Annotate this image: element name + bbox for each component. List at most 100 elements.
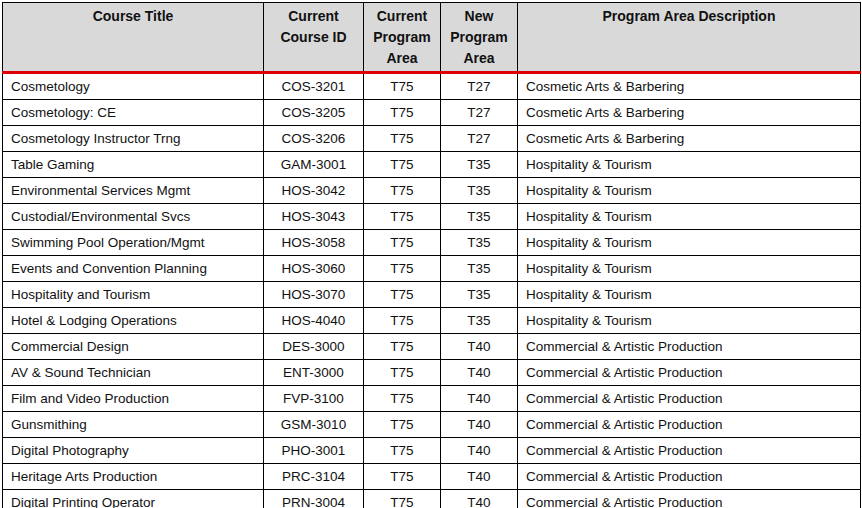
- cell-current-program-area: T75: [364, 152, 441, 178]
- table-row: Swimming Pool Operation/MgmtHOS-3058T75T…: [3, 230, 861, 256]
- cell-current-program-area: T75: [364, 256, 441, 282]
- cell-new-program-area: T40: [441, 334, 518, 360]
- column-header-current-course-id: Current Course ID: [264, 3, 364, 73]
- cell-current-program-area: T75: [364, 334, 441, 360]
- table-row: Digital PhotographyPHO-3001T75T40Commerc…: [3, 438, 861, 464]
- cell-title: Events and Convention Planning: [3, 256, 264, 282]
- table-row: Film and Video ProductionFVP-3100T75T40C…: [3, 386, 861, 412]
- cell-description: Commercial & Artistic Production: [518, 464, 861, 490]
- cell-description: Commercial & Artistic Production: [518, 386, 861, 412]
- table-row: Commercial DesignDES-3000T75T40Commercia…: [3, 334, 861, 360]
- cell-title: Digital Printing Operator: [3, 490, 264, 508]
- cell-current-program-area: T75: [364, 178, 441, 204]
- cell-current-program-area: T75: [364, 412, 441, 438]
- table-row: Cosmetology Instructor TrngCOS-3206T75T2…: [3, 126, 861, 152]
- cell-title: Swimming Pool Operation/Mgmt: [3, 230, 264, 256]
- cell-title: Film and Video Production: [3, 386, 264, 412]
- cell-title: Gunsmithing: [3, 412, 264, 438]
- cell-new-program-area: T27: [441, 73, 518, 100]
- table-row: Table GamingGAM-3001T75T35Hospitality & …: [3, 152, 861, 178]
- cell-title: Cosmetology: [3, 73, 264, 100]
- cell-course-id: COS-3205: [264, 100, 364, 126]
- table-row: Hospitality and TourismHOS-3070T75T35Hos…: [3, 282, 861, 308]
- cell-description: Hospitality & Tourism: [518, 282, 861, 308]
- column-header-program-area-description: Program Area Description: [518, 3, 861, 73]
- table-header: Course Title Current Course ID Current P…: [3, 3, 861, 73]
- course-program-area-table: Course Title Current Course ID Current P…: [2, 2, 861, 508]
- cell-description: Hospitality & Tourism: [518, 256, 861, 282]
- cell-current-program-area: T75: [364, 464, 441, 490]
- cell-title: Cosmetology: CE: [3, 100, 264, 126]
- cell-course-id: DES-3000: [264, 334, 364, 360]
- cell-description: Hospitality & Tourism: [518, 178, 861, 204]
- cell-course-id: PRC-3104: [264, 464, 364, 490]
- cell-new-program-area: T35: [441, 204, 518, 230]
- cell-current-program-area: T75: [364, 386, 441, 412]
- cell-description: Hospitality & Tourism: [518, 230, 861, 256]
- cell-current-program-area: T75: [364, 490, 441, 508]
- cell-new-program-area: T35: [441, 282, 518, 308]
- cell-title: Heritage Arts Production: [3, 464, 264, 490]
- cell-course-id: HOS-3058: [264, 230, 364, 256]
- cell-course-id: GAM-3001: [264, 152, 364, 178]
- cell-course-id: FVP-3100: [264, 386, 364, 412]
- table-row: CosmetologyCOS-3201T75T27Cosmetic Arts &…: [3, 73, 861, 100]
- table-row: AV & Sound TechnicianENT-3000T75T40Comme…: [3, 360, 861, 386]
- cell-new-program-area: T35: [441, 178, 518, 204]
- cell-course-id: HOS-4040: [264, 308, 364, 334]
- cell-new-program-area: T35: [441, 230, 518, 256]
- cell-title: Digital Photography: [3, 438, 264, 464]
- cell-new-program-area: T40: [441, 464, 518, 490]
- cell-course-id: HOS-3043: [264, 204, 364, 230]
- cell-course-id: ENT-3000: [264, 360, 364, 386]
- column-header-current-program-area: Current Program Area: [364, 3, 441, 73]
- cell-course-id: PHO-3001: [264, 438, 364, 464]
- table-row: Custodial/Environmental SvcsHOS-3043T75T…: [3, 204, 861, 230]
- cell-description: Cosmetic Arts & Barbering: [518, 100, 861, 126]
- cell-course-id: HOS-3070: [264, 282, 364, 308]
- table-body: CosmetologyCOS-3201T75T27Cosmetic Arts &…: [3, 73, 861, 508]
- cell-new-program-area: T40: [441, 438, 518, 464]
- table-row: Events and Convention PlanningHOS-3060T7…: [3, 256, 861, 282]
- cell-title: Table Gaming: [3, 152, 264, 178]
- cell-description: Commercial & Artistic Production: [518, 360, 861, 386]
- table-row: Digital Printing OperatorPRN-3004T75T40C…: [3, 490, 861, 508]
- cell-new-program-area: T40: [441, 386, 518, 412]
- table-row: Hotel & Lodging OperationsHOS-4040T75T35…: [3, 308, 861, 334]
- table-row: Environmental Services MgmtHOS-3042T75T3…: [3, 178, 861, 204]
- cell-current-program-area: T75: [364, 360, 441, 386]
- cell-description: Commercial & Artistic Production: [518, 334, 861, 360]
- cell-current-program-area: T75: [364, 230, 441, 256]
- cell-title: Cosmetology Instructor Trng: [3, 126, 264, 152]
- cell-title: Environmental Services Mgmt: [3, 178, 264, 204]
- cell-current-program-area: T75: [364, 204, 441, 230]
- cell-new-program-area: T35: [441, 256, 518, 282]
- table-row: Cosmetology: CECOS-3205T75T27Cosmetic Ar…: [3, 100, 861, 126]
- cell-new-program-area: T35: [441, 152, 518, 178]
- column-header-course-title: Course Title: [3, 3, 264, 73]
- cell-description: Commercial & Artistic Production: [518, 438, 861, 464]
- cell-new-program-area: T27: [441, 100, 518, 126]
- cell-course-id: COS-3206: [264, 126, 364, 152]
- cell-description: Hospitality & Tourism: [518, 152, 861, 178]
- cell-new-program-area: T40: [441, 490, 518, 508]
- cell-new-program-area: T40: [441, 360, 518, 386]
- cell-current-program-area: T75: [364, 438, 441, 464]
- cell-course-id: HOS-3060: [264, 256, 364, 282]
- cell-title: AV & Sound Technician: [3, 360, 264, 386]
- cell-description: Cosmetic Arts & Barbering: [518, 73, 861, 100]
- cell-title: Commercial Design: [3, 334, 264, 360]
- cell-current-program-area: T75: [364, 126, 441, 152]
- cell-current-program-area: T75: [364, 73, 441, 100]
- cell-new-program-area: T40: [441, 412, 518, 438]
- cell-course-id: COS-3201: [264, 73, 364, 100]
- header-row: Course Title Current Course ID Current P…: [3, 3, 861, 73]
- cell-title: Hotel & Lodging Operations: [3, 308, 264, 334]
- document-page: Course Title Current Course ID Current P…: [0, 0, 862, 508]
- cell-current-program-area: T75: [364, 308, 441, 334]
- cell-new-program-area: T35: [441, 308, 518, 334]
- table-row: GunsmithingGSM-3010T75T40Commercial & Ar…: [3, 412, 861, 438]
- cell-title: Custodial/Environmental Svcs: [3, 204, 264, 230]
- cell-description: Cosmetic Arts & Barbering: [518, 126, 861, 152]
- cell-title: Hospitality and Tourism: [3, 282, 264, 308]
